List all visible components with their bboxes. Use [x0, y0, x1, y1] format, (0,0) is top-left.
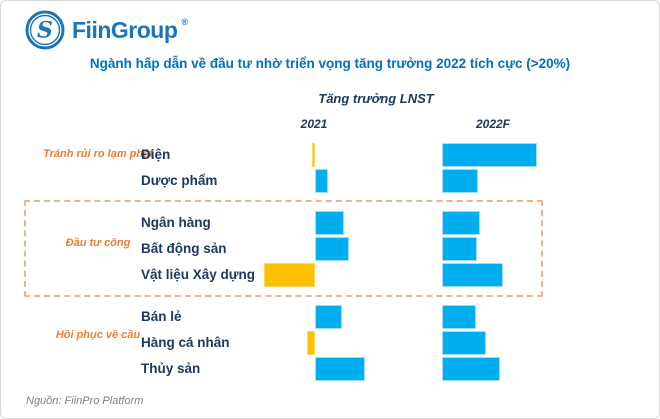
column-header-2022f: 2022F: [475, 117, 511, 131]
bar-2021-positive: [315, 357, 365, 381]
bar-2021-positive: [315, 237, 349, 261]
category-label: Dược phẩm: [141, 173, 218, 188]
category-label: Vật liệu Xây dựng: [141, 267, 256, 282]
svg-text:S: S: [37, 18, 53, 44]
registered-trademark-icon: ®: [181, 17, 189, 27]
bar-2022f-positive: [442, 211, 480, 235]
fiingroup-logo-icon: S: [25, 10, 65, 50]
bar-2022f-positive: [442, 305, 476, 329]
category-label: Bất động sản: [141, 241, 227, 256]
highlight-box-dau-tu-cong: [24, 200, 543, 297]
group-label: Đầu tư công: [65, 237, 131, 249]
logo-text: FiinGroup: [72, 16, 178, 43]
column-header-2021: 2021: [300, 117, 328, 131]
source-note: Nguồn: FiinPro Platform: [26, 395, 144, 407]
category-label: Ngân hàng: [141, 215, 211, 230]
group-label: Hồi phục về cầu: [55, 329, 141, 341]
bar-2021-positive: [315, 169, 328, 193]
category-label: Bán lẻ: [141, 309, 182, 324]
bar-2021-positive: [315, 305, 342, 329]
bar-2021-negative: [307, 331, 315, 355]
category-label: Hàng cá nhân: [141, 335, 230, 350]
bar-2022f-positive: [442, 263, 503, 287]
chart-subtitle: Tăng trưởng LNST: [318, 91, 434, 106]
category-label: Điện: [141, 147, 171, 162]
category-label: Thủy sản: [141, 361, 201, 376]
bar-2022f-positive: [442, 357, 500, 381]
bar-2022f-positive: [442, 143, 537, 167]
group-label: Tránh rủi ro lạm phát: [43, 148, 153, 160]
chart-title: Ngành hấp dẫn về đầu tư nhờ triển vọng t…: [89, 56, 571, 71]
bar-2021-positive: [315, 211, 344, 235]
bar-2022f-positive: [442, 237, 477, 261]
bar-2022f-positive: [442, 169, 478, 193]
bar-2022f-positive: [442, 331, 486, 355]
bar-2021-negative: [264, 263, 315, 287]
fiingroup-logo: S FiinGroup ®: [25, 10, 191, 50]
bar-2021-negative: [312, 143, 315, 167]
